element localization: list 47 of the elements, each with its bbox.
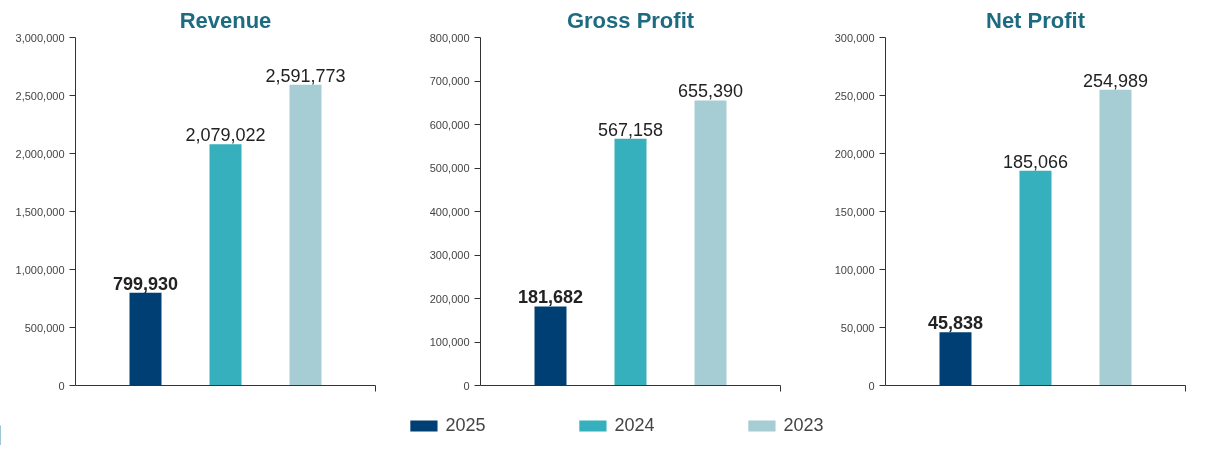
y-tick-label: 300,000 xyxy=(429,249,470,261)
chart-title: Revenue xyxy=(179,7,272,33)
chart-title: Net Profit xyxy=(986,7,1086,33)
y-tick-label: 2,000,000 xyxy=(15,147,65,160)
y-tick-label: 3,000,000 xyxy=(15,31,65,44)
y-tick-label: 150,000 xyxy=(834,205,875,218)
y-tick-label: 50,000 xyxy=(840,321,875,334)
y-tick-label: 300,000 xyxy=(834,31,875,44)
y-tick-label: 2,500,000 xyxy=(15,89,65,102)
data-label: 185,066 xyxy=(1002,151,1069,172)
y-tick-label: 0 xyxy=(58,379,65,392)
y-tick-label: 500,000 xyxy=(429,162,470,174)
bar xyxy=(289,84,322,386)
y-tick-label: 200,000 xyxy=(834,147,875,160)
y-tick-label: 600,000 xyxy=(429,118,470,131)
bar xyxy=(534,306,567,386)
y-tick-label: 500,000 xyxy=(24,321,65,334)
bar xyxy=(1099,89,1132,386)
data-label: 567,158 xyxy=(597,119,664,140)
chart-title: Gross Profit xyxy=(566,7,695,33)
y-tick-label: 0 xyxy=(868,379,875,392)
bar xyxy=(614,138,647,386)
data-label: 799,930 xyxy=(112,273,179,294)
y-tick-label: 200,000 xyxy=(429,292,470,305)
y-tick-label: 100,000 xyxy=(834,263,875,276)
bar xyxy=(209,144,242,386)
data-label: 2,079,022 xyxy=(185,125,266,146)
bar xyxy=(694,100,727,386)
y-tick-label: 0 xyxy=(463,379,470,392)
data-label: 2,591,773 xyxy=(265,65,346,86)
legend-label: 2024 xyxy=(614,414,655,436)
data-label: 655,390 xyxy=(677,81,744,102)
y-tick-label: 1,000,000 xyxy=(15,263,65,276)
y-tick-label: 400,000 xyxy=(429,205,470,218)
y-tick-label: 1,500,000 xyxy=(15,205,65,218)
data-label: 45,838 xyxy=(927,313,984,334)
legend-label: 2023 xyxy=(783,414,824,436)
bar xyxy=(1019,170,1052,386)
y-tick-label: 800,000 xyxy=(429,31,470,44)
y-tick-label: 250,000 xyxy=(834,89,875,102)
y-tick-label: 100,000 xyxy=(429,336,470,348)
bar xyxy=(939,332,972,386)
data-label: 181,682 xyxy=(517,287,584,308)
bar xyxy=(129,292,162,386)
y-tick-label: 700,000 xyxy=(429,75,470,87)
data-label: 254,989 xyxy=(1082,70,1149,91)
legend-label: 2025 xyxy=(445,414,486,436)
